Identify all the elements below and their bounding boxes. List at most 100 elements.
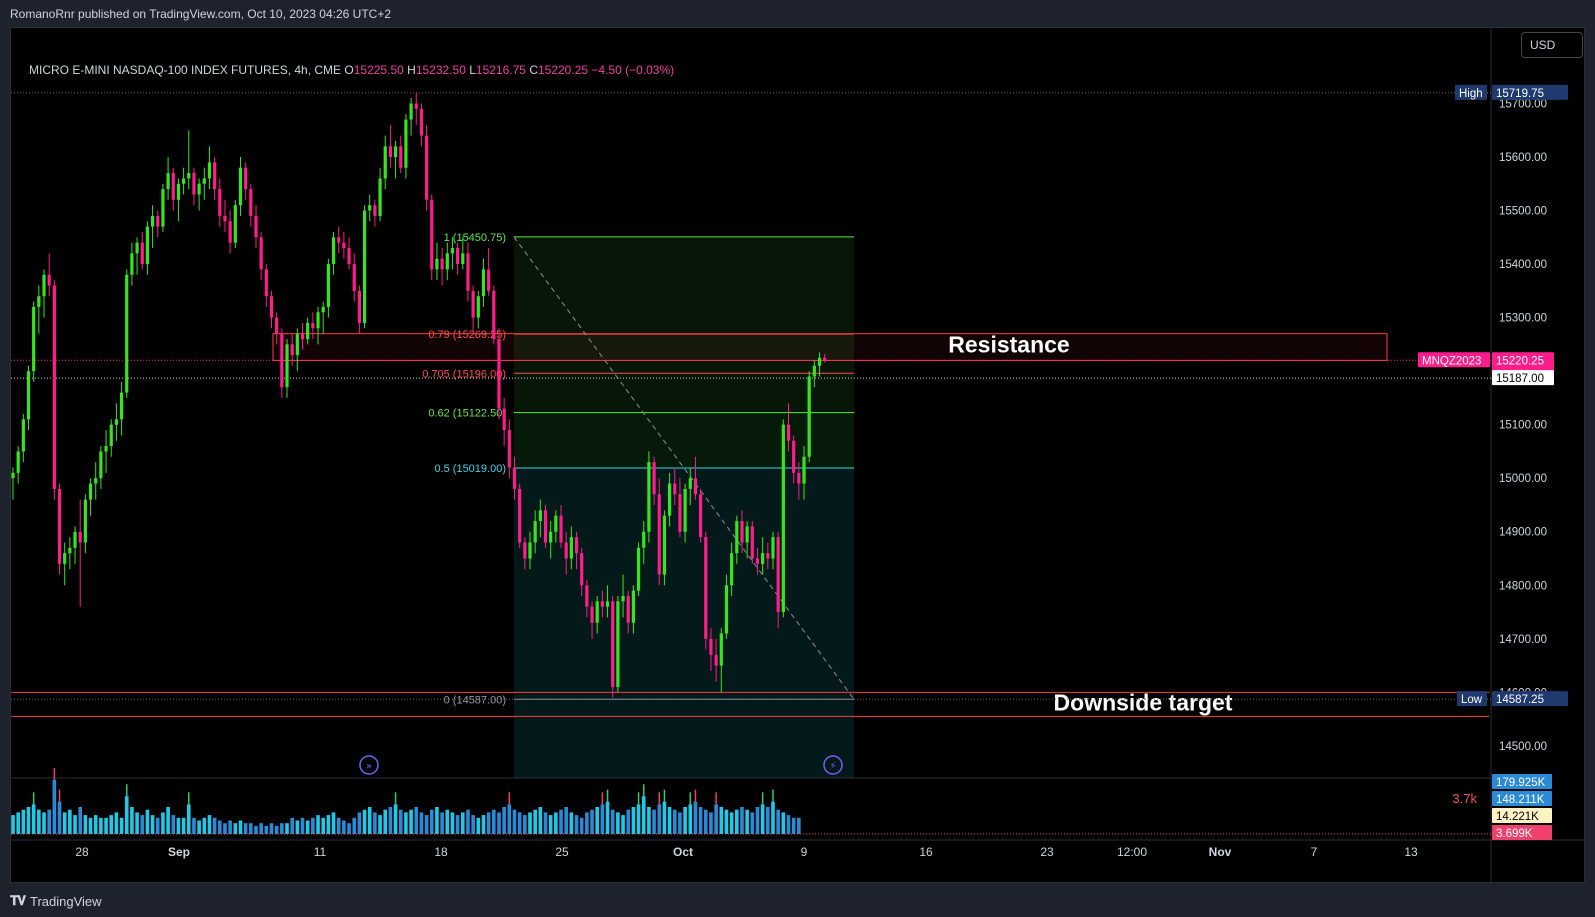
- high-flag-tag: High: [1459, 88, 1483, 100]
- candle-body: [564, 542, 568, 559]
- volume-bar: [703, 809, 708, 834]
- time-tick-label: Oct: [673, 845, 693, 859]
- volume-bar: [26, 807, 31, 834]
- volume-bar: [740, 807, 744, 834]
- candle-body: [63, 553, 67, 564]
- candle-body: [797, 472, 801, 484]
- candle-body: [57, 488, 62, 564]
- volume-bar: [47, 809, 51, 834]
- candle-body: [109, 424, 113, 447]
- time-tick-label: 13: [1404, 845, 1418, 859]
- price-tick-label: 15100.00: [1499, 420, 1547, 432]
- volume-bar: [259, 823, 263, 834]
- volume-bar: [68, 809, 72, 834]
- candle-body: [792, 440, 796, 473]
- time-tick-label: 16: [919, 845, 933, 859]
- time-tick-label: 18: [434, 845, 448, 859]
- candle-body: [316, 312, 320, 329]
- candle-body: [481, 269, 486, 297]
- candle-body: [393, 146, 398, 158]
- candle-body: [730, 553, 734, 586]
- candle-body: [11, 472, 15, 479]
- price-tick-label: 15300.00: [1499, 313, 1547, 325]
- candle-body: [285, 344, 289, 388]
- candle-body: [605, 601, 610, 607]
- fib-level-label: 0 (14587.00): [444, 694, 506, 706]
- volume-bar: [460, 812, 465, 834]
- earnings-event-icon[interactable]: [823, 755, 843, 775]
- volume-bar: [755, 807, 760, 834]
- volume-bar: [735, 809, 739, 834]
- candle-body: [32, 306, 36, 372]
- candle-body: [817, 357, 822, 366]
- candle-body: [512, 467, 517, 489]
- candle-body: [244, 167, 248, 190]
- volume-bar: [672, 809, 677, 834]
- candle-body: [538, 510, 542, 522]
- low-flag-tag-bg: [1457, 691, 1487, 707]
- volume-bar: [409, 809, 413, 834]
- volume-bar: [285, 823, 289, 834]
- volume-bar: [590, 809, 594, 834]
- candle-body: [388, 146, 393, 158]
- volume-bar: [610, 809, 615, 834]
- candle-body: [331, 237, 336, 265]
- candle-body: [709, 638, 713, 655]
- volume-bar: [424, 815, 429, 834]
- candle-body: [140, 242, 144, 265]
- volume-bar: [440, 812, 444, 834]
- volume-bar: [362, 809, 367, 834]
- volume-bar: [579, 817, 584, 834]
- volume-bar: [797, 817, 801, 834]
- open-value: 15225.50: [353, 63, 404, 77]
- candle-body: [347, 248, 351, 265]
- last-price-tag: 15220.25: [1496, 355, 1544, 367]
- volume-bar: [88, 817, 93, 834]
- volume-bar: [605, 801, 610, 834]
- candle-body: [543, 510, 548, 543]
- volume-bar: [435, 807, 439, 834]
- volume-bar: [300, 817, 305, 834]
- currency-selector[interactable]: USD: [1521, 32, 1583, 58]
- candle-body: [631, 590, 635, 623]
- volume-bar: [466, 809, 470, 834]
- candle-body: [647, 462, 651, 532]
- candle-body: [678, 494, 682, 532]
- volume-bar: [130, 807, 134, 834]
- price-tick-label: 15700.00: [1499, 98, 1547, 110]
- volume-bar: [414, 807, 419, 834]
- candle-body: [150, 215, 155, 227]
- volume-bar: [150, 815, 155, 834]
- brand-name: TradingView: [30, 893, 102, 909]
- volume-bar: [243, 823, 248, 834]
- dividend-event-icon-glyph: »: [366, 761, 372, 772]
- volume-bar: [383, 809, 388, 834]
- candle-body: [502, 408, 506, 431]
- resistance-label: Resistance: [948, 332, 1069, 358]
- price-tick-label: 15500.00: [1499, 206, 1547, 218]
- chart-frame[interactable]: 1 (15450.75) 0.79 (15269.25) 0.705 (15196.…: [10, 27, 1586, 884]
- candle-body: [626, 595, 630, 623]
- last-price-tag-bg: [1492, 352, 1554, 368]
- time-tick-label: 9: [801, 845, 808, 859]
- volume-bar: [486, 812, 491, 834]
- chart-canvas[interactable]: 1 (15450.75) 0.79 (15269.25) 0.705 (15196.…: [11, 28, 1586, 884]
- volume-bar: [523, 815, 527, 834]
- resistance-zone[interactable]: [272, 333, 1388, 361]
- candle-body: [559, 515, 563, 543]
- volume-value: 3.7k: [1452, 791, 1477, 806]
- candle-body: [249, 189, 253, 216]
- volume-bar: [714, 804, 718, 834]
- candle-body: [507, 430, 511, 468]
- volume-bar: [667, 807, 672, 834]
- candle-body: [99, 451, 103, 479]
- volume-bar: [647, 807, 651, 834]
- volume-bar: [218, 820, 222, 834]
- price-tick-label: 14500.00: [1499, 741, 1547, 753]
- candle-body: [419, 108, 424, 136]
- candle-body: [68, 547, 72, 554]
- symbol-legend: MICRO E-MINI NASDAQ-100 INDEX FUTURES, 4…: [29, 63, 674, 77]
- volume-bar: [616, 812, 620, 834]
- dividend-event-icon[interactable]: [359, 755, 379, 775]
- volume-bar: [57, 801, 62, 834]
